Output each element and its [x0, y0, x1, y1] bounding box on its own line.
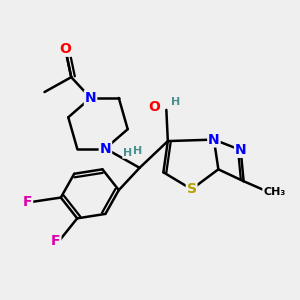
Text: F: F — [51, 234, 61, 248]
Text: O: O — [148, 100, 160, 114]
Text: N: N — [208, 133, 220, 147]
Text: S: S — [187, 182, 196, 196]
Text: H: H — [171, 97, 181, 106]
Text: N: N — [85, 91, 96, 105]
Text: N: N — [100, 142, 111, 155]
Text: O: O — [59, 42, 71, 56]
Text: N: N — [235, 143, 247, 157]
Text: F: F — [23, 195, 32, 209]
Text: H: H — [133, 146, 142, 157]
Text: H: H — [123, 148, 132, 158]
Text: CH₃: CH₃ — [263, 187, 285, 197]
